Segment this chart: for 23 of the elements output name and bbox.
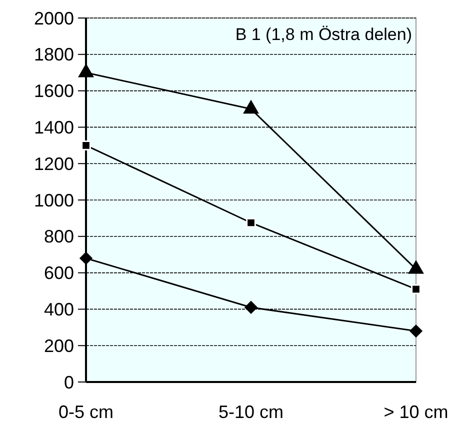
x-tick-label: 5-10 cm bbox=[218, 402, 284, 422]
y-tick-label: 2000 bbox=[34, 8, 74, 28]
x-tick-label: 0-5 cm bbox=[58, 402, 114, 422]
y-tick-label: 1800 bbox=[34, 44, 74, 65]
y-tick-label: 1200 bbox=[34, 154, 74, 174]
y-tick-label: 600 bbox=[44, 263, 74, 284]
point bbox=[78, 63, 94, 78]
chart-title: B 1 (1,8 m Östra delen) bbox=[235, 25, 412, 44]
y-tick-label: 1000 bbox=[34, 190, 74, 210]
y-tick-label: 0 bbox=[64, 372, 74, 392]
point bbox=[411, 284, 421, 294]
y-tick-label: 200 bbox=[44, 336, 74, 356]
point bbox=[246, 218, 256, 228]
point bbox=[79, 252, 93, 265]
point bbox=[409, 324, 423, 338]
y-tick-label: 800 bbox=[44, 226, 74, 247]
y-tick-label: 400 bbox=[44, 300, 74, 320]
point bbox=[81, 140, 91, 150]
y-tick-label: 1600 bbox=[34, 81, 74, 102]
point bbox=[244, 300, 258, 314]
y-tick-label: 1400 bbox=[34, 118, 74, 138]
point bbox=[243, 100, 259, 114]
x-tick-label: > 10 cm bbox=[384, 402, 448, 422]
